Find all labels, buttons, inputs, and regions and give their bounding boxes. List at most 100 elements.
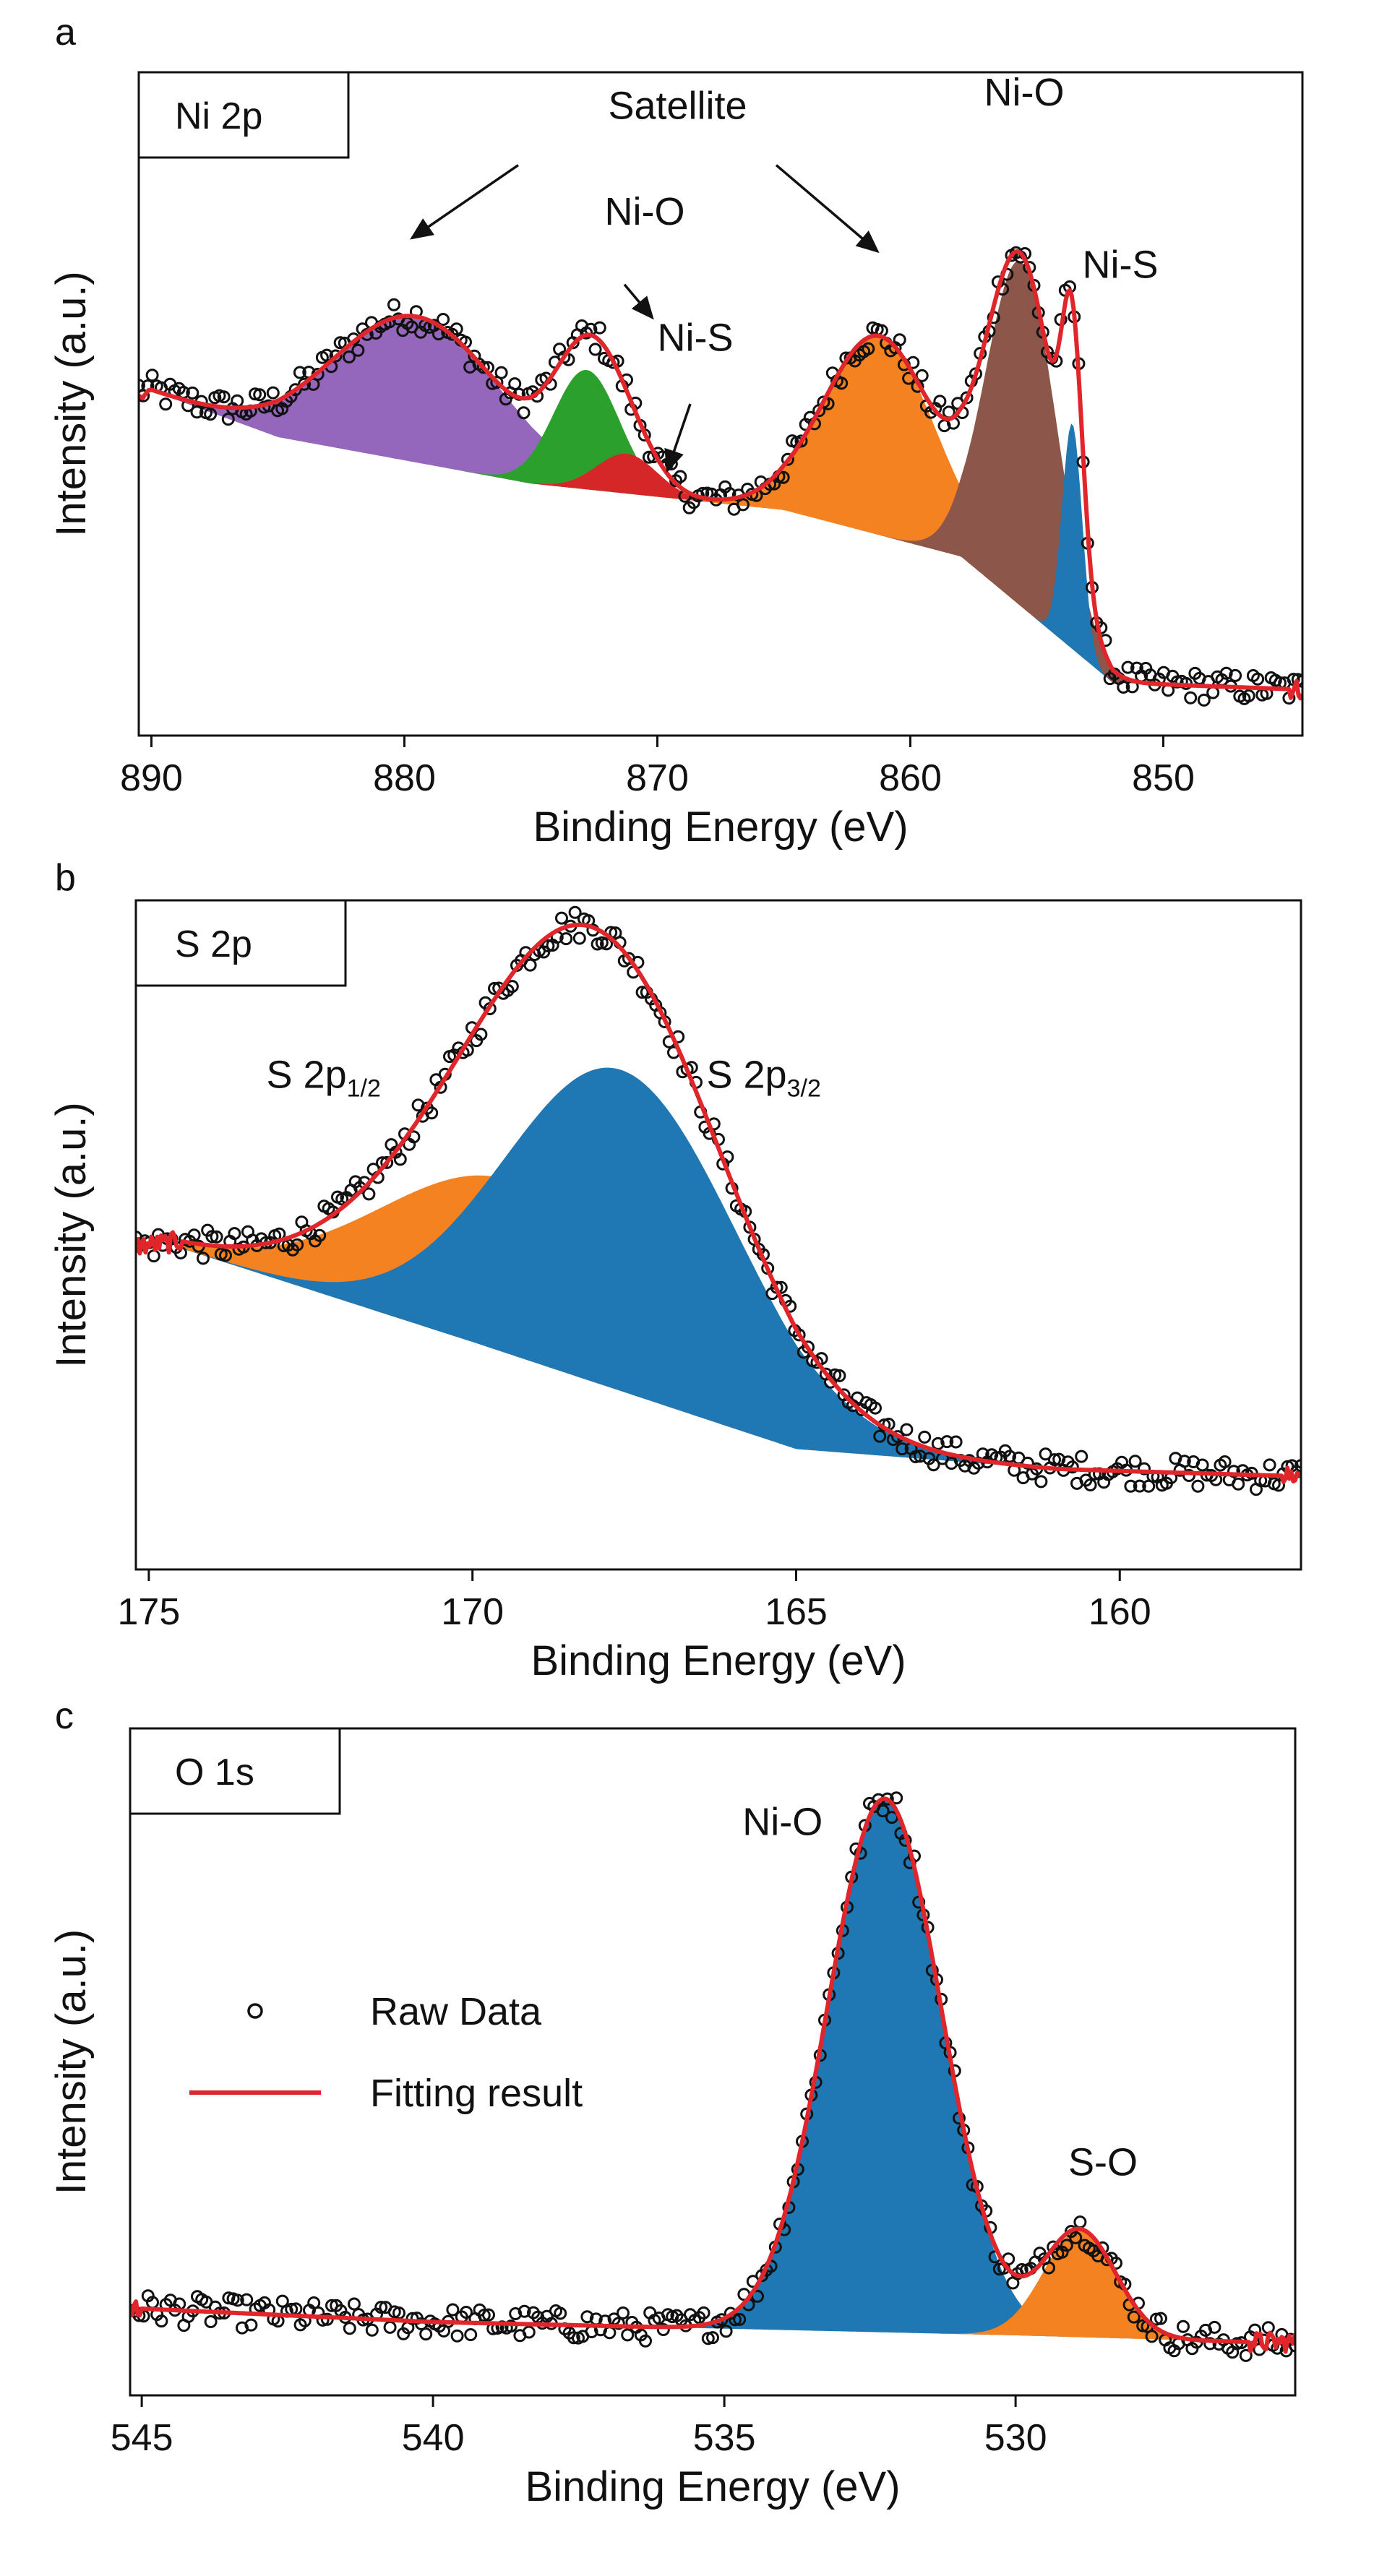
x-axis-title-b: Binding Energy (eV) [531,1637,906,1684]
panel-c: 545 540 535 530 Binding Energy (eV) Intensity… [48,1695,1297,2510]
axes-frame-b [134,899,1302,1571]
raw-data-point [733,2312,747,2326]
raw-data-point [219,1249,232,1262]
raw-data-point [450,322,463,336]
raw-data-point [228,1227,241,1241]
raw-data-point [600,937,613,951]
raw-data-point [187,1228,201,1242]
annotation-arrow [410,164,519,240]
fit-line-c [130,1796,1295,2354]
raw-data-point [1121,660,1135,674]
raw-data-point [365,2323,379,2337]
raw-data-point [450,2329,464,2343]
raw-data-point [210,1230,223,1244]
raw-data-point [374,2301,388,2314]
annotation-ni-s: Ni-S [658,316,734,360]
raw-data-point [204,2315,218,2328]
annotation-arrow [623,283,654,320]
raw-data-point [291,1238,304,1252]
tag-box-b [134,899,347,987]
plot-area-b [136,905,1301,1496]
raw-data-point [460,2306,473,2319]
raw-data-point [288,383,302,397]
raw-data-point [446,2303,460,2317]
annotation-s-2p: S 2p1/2 [267,1053,381,1102]
panel-letter-a: a [55,12,76,53]
raw-data-point [1232,1477,1245,1491]
raw-data-point [1003,1449,1016,1463]
raw-data-point [656,2323,670,2336]
raw-data-point [1289,2339,1295,2353]
axes-frame-c [129,1727,1297,2397]
axes-frame-a [137,71,1304,737]
raw-data-point [482,2308,495,2322]
raw-data-point [1060,2239,1073,2252]
tag-box-a [137,71,350,159]
raw-data-point [348,2297,361,2311]
raw-data-point [240,2293,254,2306]
panel-b: 175 170 165 160 Binding Energy (eV) Intensity… [48,857,1302,1684]
x-axis-title-a: Binding Energy (eV) [533,804,908,850]
x-tick-label: 880 [373,757,436,799]
raw-data-point [419,2327,433,2341]
x-tick-label: 535 [693,2417,756,2459]
raw-data-point [362,1187,376,1201]
raw-data-point [900,1423,914,1436]
raw-data-point [1227,1465,1240,1478]
plot-area-c [130,1791,1295,2362]
raw-data-point [320,348,334,362]
raw-data-point [1229,668,1242,682]
raw-data-point [329,349,343,363]
raw-data-point [244,2318,258,2332]
tag-label-b: S 2p [175,923,252,965]
raw-data-point [940,1435,954,1449]
tag-label-c: O 1s [175,1752,254,1793]
raw-data-point [567,2331,580,2345]
raw-data-point [1069,2231,1083,2244]
raw-data-point [611,2317,625,2330]
annotation-s-2p: S 2p3/2 [707,1053,821,1102]
raw-data-point [476,361,490,374]
raw-data-point [915,369,929,382]
raw-data-point [231,2293,244,2307]
raw-data-point [896,1442,909,1456]
raw-data-point [221,413,235,426]
raw-data-point [697,2306,710,2319]
raw-data-point [617,2306,630,2319]
raw-data-point [1145,2330,1159,2343]
raw-data-point [776,470,790,484]
peak-a-5-ni-o [151,260,1290,689]
raw-data-point [1021,1456,1034,1470]
x-tick-label: 160 [1088,1591,1151,1633]
raw-data-point [927,1458,940,1472]
x-tick-label: 540 [402,2417,465,2459]
raw-data-point [869,1401,882,1415]
raw-data-point [572,931,586,945]
raw-data-point [918,1430,932,1444]
raw-data-point [729,2313,742,2327]
raw-data-point [508,377,522,391]
peak-b-2-s-2p3-2 [181,1067,1282,1476]
raw-data-series-c [130,1791,1295,2362]
raw-data-point [1191,1479,1205,1493]
legend-fitting-result-label: Fitting result [370,2072,583,2115]
raw-data-point [1042,2261,1055,2275]
x-tick-label: 545 [111,2417,173,2459]
raw-data-point [1075,1449,1088,1463]
peak-a-1-satellite [151,316,1290,689]
raw-data-point [139,379,145,392]
legend: Raw Data Fitting result [189,1990,583,2115]
raw-data-point [523,958,537,972]
raw-data-point [190,405,204,419]
raw-data-point [380,1155,394,1169]
annotation-ni-s: Ni-S [1083,244,1159,287]
x-tick-label: 860 [879,757,942,799]
raw-data-point [393,1153,407,1166]
x-axis-title-c: Binding Energy (eV) [525,2463,900,2510]
raw-data-point [1128,1455,1142,1468]
raw-data-point [509,2307,523,2320]
annotation-arrow [664,403,692,473]
x-tick-label: 890 [120,757,183,799]
raw-data-point [1138,1462,1151,1476]
panel-letter-c: c [55,1695,74,1737]
